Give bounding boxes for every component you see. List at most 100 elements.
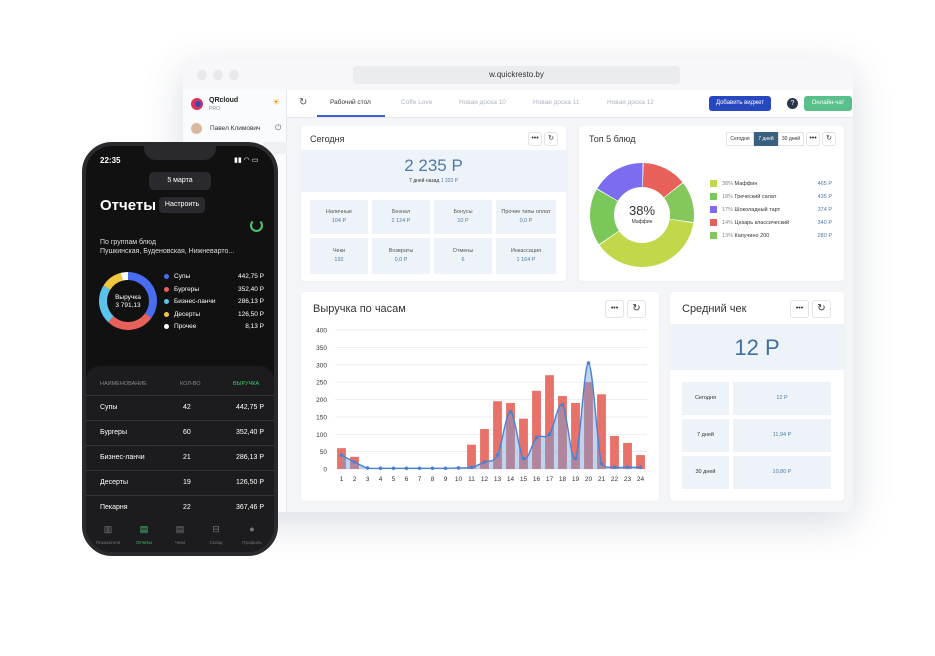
x-tick-label: 16 [533,476,541,483]
tab-board-11[interactable]: Новая доска 11 [533,99,580,106]
refresh-icon[interactable]: ↻ [627,300,646,318]
table-cell: 42 [183,404,191,411]
card-title: Выручка по часам [313,303,406,315]
tab-board-10[interactable]: Новая доска 10 [459,99,506,106]
settings-button[interactable]: Настроить [159,197,205,213]
top5-card: Топ 5 блюд Сегодня 7 дней 30 дней ••• ↻ … [579,126,844,281]
revenue-bar [558,396,567,469]
more-icon[interactable]: ••• [605,300,624,318]
window-dot[interactable] [213,70,223,80]
legend-item: 17% Шоколадный тарт [722,207,781,213]
revenue-bar [571,402,580,469]
tab-coffe-love[interactable]: Coffe Love [401,99,433,106]
x-tick-label: 14 [507,476,515,483]
more-icon[interactable]: ••• [806,132,820,146]
date-picker[interactable]: 5 марта [149,172,211,190]
x-tick-label: 22 [611,476,619,483]
legend-dot [164,324,169,329]
receipt-icon[interactable]: ▤ [175,524,185,534]
power-icon[interactable]: ⏻ [275,123,282,132]
stat-cell: Возвраты 0,0 Р [372,238,430,274]
period-value: 10,80 Р [733,456,831,489]
table-row[interactable]: Бургеры 60 352,40 Р [86,421,274,446]
stat-cell: Чеки 192 [310,238,368,274]
more-icon[interactable]: ••• [528,132,542,146]
revenue-bar [337,448,346,469]
stat-cell: Бонусы 10 Р [434,200,492,234]
chart-icon[interactable]: ▥ [103,524,113,534]
url-bar[interactable]: w.quickresto.by [353,66,680,84]
period-30-days[interactable]: 30 дней [778,132,804,146]
window-dot[interactable] [197,70,207,80]
table-cell: 442,75 Р [235,404,264,411]
x-tick-label: 20 [585,476,593,483]
nav-label[interactable]: Склад [209,540,223,545]
sun-icon[interactable]: ☀ [272,97,281,107]
refresh-icon[interactable]: ↻ [822,132,836,146]
today-card: Сегодня ••• ↻ 2 235 Р 7 дней назад 1 320… [301,126,566,281]
legend-swatch [710,206,717,213]
user-name[interactable]: Павел Климович [210,125,261,132]
donut-slice [99,285,114,323]
line-point [482,460,487,464]
line-point [599,461,604,466]
refresh-icon[interactable]: ↻ [544,132,558,146]
tab-board-12[interactable]: Новая доска 12 [607,99,654,106]
add-widget-button[interactable]: Добавить виджет [709,96,771,111]
window-dot[interactable] [229,70,239,80]
line-point [560,402,565,407]
nav-label[interactable]: Отчеты [136,540,152,545]
more-icon[interactable]: ••• [790,300,809,318]
nav-label[interactable]: Чеки [175,540,185,545]
table-row[interactable]: Супы 42 442,75 Р [86,396,274,421]
revenue-bar [623,442,632,469]
line-point [404,466,409,471]
legend-item: 38% Маффин [722,181,758,187]
browser-window: w.quickresto.by QRcloud PRO ☀ Павел Клим… [183,60,853,512]
avatar[interactable] [191,123,202,134]
period-label: 30 дней [682,456,729,489]
legend-dot [164,274,169,279]
table-cell: 19 [183,479,191,486]
legend-value: 286,13 Р [237,298,264,305]
line-point [365,466,370,470]
donut-slice [108,313,152,330]
tab-desktop[interactable]: Рабочий стол [330,99,371,106]
nav-label[interactable]: Показатели [95,540,121,545]
table-row[interactable]: Десерты 19 126,50 Р [86,471,274,496]
refresh-icon[interactable]: ↻ [299,97,308,108]
report-icon[interactable]: ▤ [139,524,149,534]
profile-icon[interactable]: ● [249,524,255,534]
active-tab-indicator [317,115,385,117]
donut-value: 3 791,13 [115,302,141,309]
table-row[interactable]: Бизнес-ланчи 21 286,13 Р [86,446,274,471]
online-chat-button[interactable]: Онлайн-чат [804,96,852,111]
table-cell: Десерты [100,479,129,486]
x-tick-label: 11 [468,476,475,483]
legend-swatch [710,180,717,187]
legend-swatch [710,193,717,200]
table-cell: Супы [100,404,118,411]
x-tick-label: 23 [624,476,632,483]
y-tick-label: 100 [316,432,327,439]
refresh-icon[interactable]: ↻ [812,300,831,318]
line-point [547,432,552,437]
group-locations: Пушкинская, Буденовская, Нижневарто... [100,248,235,255]
period-today[interactable]: Сегодня [726,132,754,146]
loading-icon [250,219,263,232]
signal-icon: ▮▮ ◠ ▭ [234,157,259,164]
donut-slice [597,163,643,201]
nav-label[interactable]: Профиль [242,540,262,545]
legend-swatch [710,232,717,239]
legend-item: Десерты [174,310,201,318]
line-point [417,466,422,471]
x-tick-label: 13 [494,476,502,483]
help-icon[interactable]: ? [787,98,798,109]
revenue-bar [480,429,489,469]
top5-donut-chart [590,163,694,267]
x-tick-label: 7 [418,476,422,483]
period-7-days[interactable]: 7 дней [754,132,778,146]
warehouse-icon[interactable]: ⊟ [212,524,220,534]
table-cell: Пекарня [100,504,128,511]
revenue-bar [545,375,554,469]
